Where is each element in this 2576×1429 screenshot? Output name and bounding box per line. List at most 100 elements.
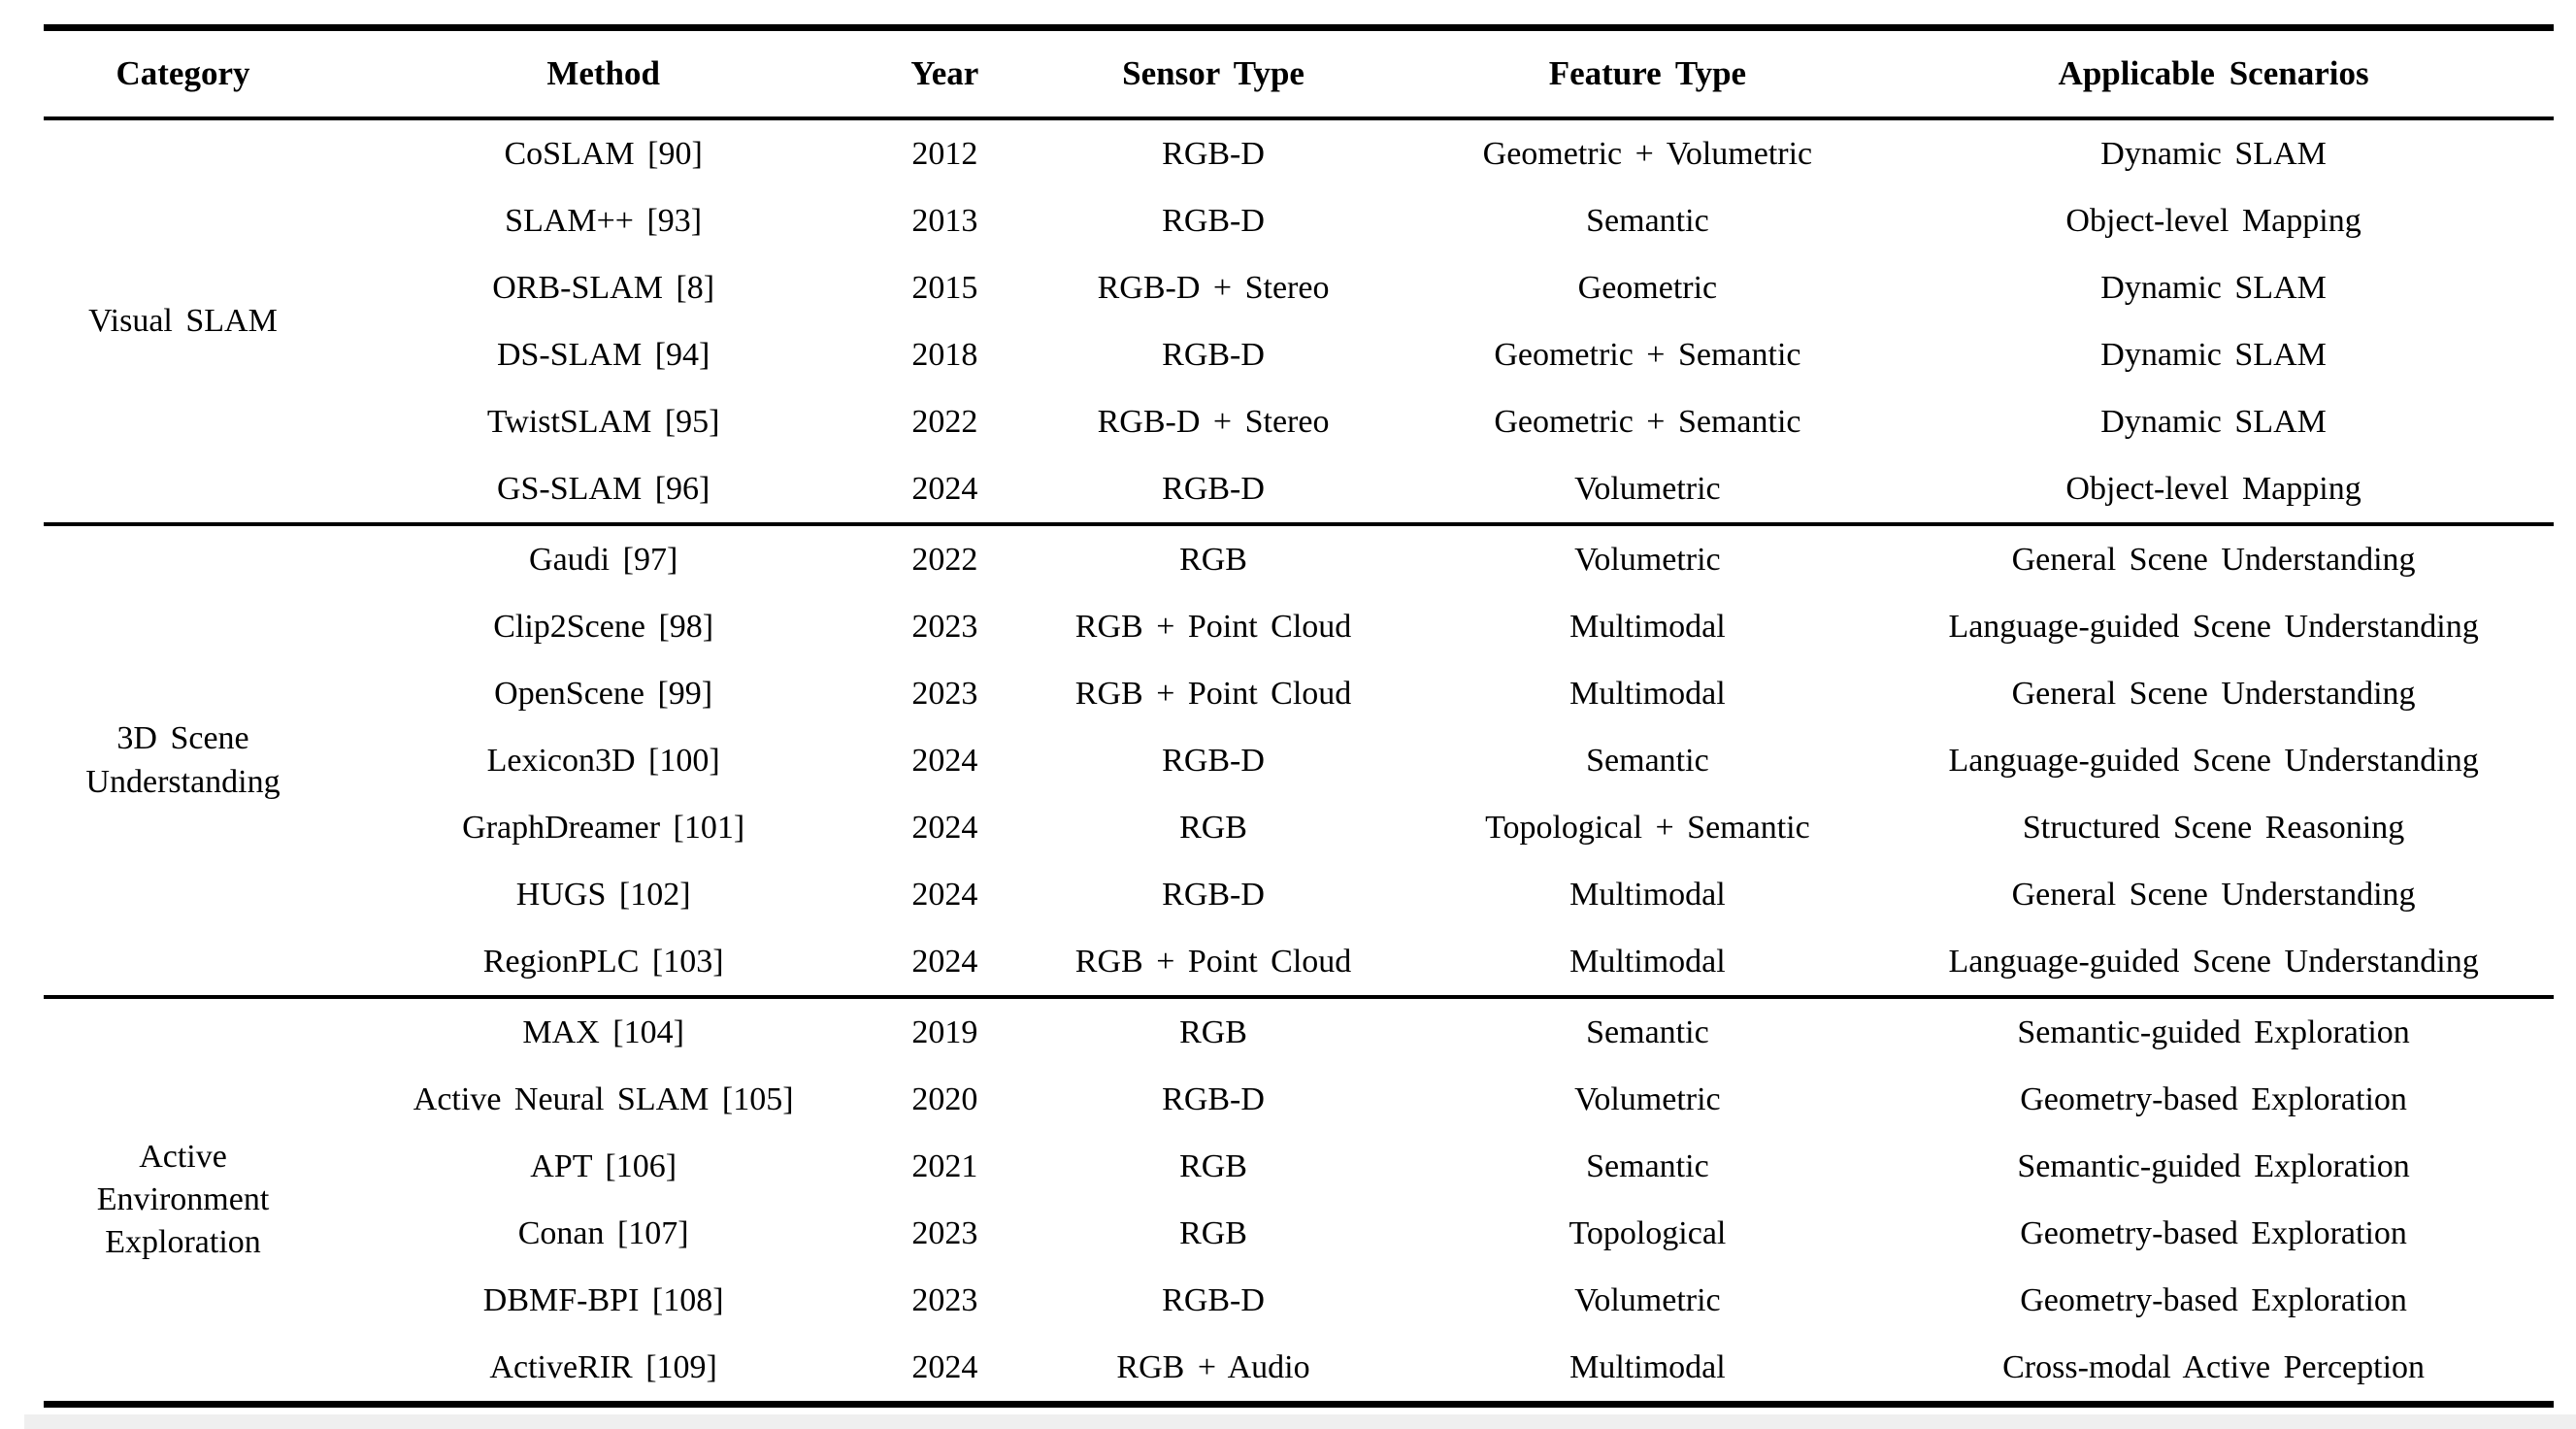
year-cell: 2023	[911, 608, 978, 645]
method-cell: RegionPLC [103]	[482, 943, 724, 980]
applicable-scenario-cell: Language-guided Scene Understanding	[1948, 742, 2479, 779]
table-section: 3D Scene Understanding Gaudi [97] 2022 RGB Vo…	[44, 524, 2554, 997]
sensor-type-cell: RGB-D	[1162, 135, 1265, 172]
feature-type-cell: Volumetric	[1574, 1080, 1721, 1117]
table-header-row: Category Method Year Sensor Type Feature…	[44, 27, 2554, 120]
method-cell: Lexicon3D [100]	[486, 742, 720, 779]
feature-type-cell: Geometric + Semantic	[1494, 336, 1801, 373]
table-row: Active Neural SLAM [105] 2020 RGB-D Volumet…	[44, 1066, 2554, 1133]
method-cell: OpenScene [99]	[494, 675, 713, 712]
feature-type-cell: Multimodal	[1569, 608, 1726, 645]
method-cell: Gaudi [97]	[529, 541, 678, 578]
category-cell: 3D Scene Understanding	[44, 524, 322, 997]
year-cell: 2024	[911, 943, 978, 980]
sensor-type-cell: RGB-D	[1162, 876, 1265, 913]
category-cell: Visual SLAM	[44, 118, 322, 524]
feature-type-cell: Topological + Semantic	[1485, 809, 1810, 846]
year-cell: 2022	[911, 403, 978, 440]
feature-type-cell: Geometric + Volumetric	[1482, 135, 1813, 172]
year-cell: 2024	[911, 742, 978, 779]
applicable-scenario-cell: Geometry-based Exploration	[2020, 1080, 2407, 1117]
year-cell: 2012	[911, 135, 978, 172]
applicable-scenario-cell: General Scene Understanding	[2011, 675, 2416, 712]
feature-type-cell: Semantic	[1586, 1147, 1709, 1184]
applicable-scenario-cell: Semantic-guided Exploration	[2017, 1147, 2410, 1184]
year-cell: 2024	[911, 1348, 978, 1385]
sensor-type-cell: RGB	[1179, 541, 1247, 578]
table-section: Visual SLAM CoSLAM [90] 2012 RGB-D Geometric…	[44, 118, 2554, 524]
year-cell: 2024	[911, 876, 978, 913]
category-line: Active	[139, 1138, 227, 1175]
method-cell: Clip2Scene [98]	[493, 608, 714, 645]
feature-type-cell: Geometric + Semantic	[1494, 403, 1801, 440]
table-row: ActiveRIR [109] 2024 RGB + Audio Multimodal…	[44, 1334, 2554, 1405]
table-row: Active Environment Exploration MAX [104] 201…	[44, 997, 2554, 1261]
applicable-scenario-cell: Dynamic SLAM	[2100, 135, 2327, 172]
method-cell: ORB-SLAM [8]	[492, 269, 715, 306]
table-row: HUGS [102] 2024 RGB-D Multimodal General Sce…	[44, 861, 2554, 928]
applicable-scenario-cell: General Scene Understanding	[2011, 541, 2416, 578]
year-cell: 2022	[911, 541, 978, 578]
method-cell: DS-SLAM [94]	[496, 336, 710, 373]
sensor-type-cell: RGB-D	[1162, 336, 1265, 373]
table-row: GraphDreamer [101] 2024 RGB Topological + S…	[44, 794, 2554, 861]
method-cell: ActiveRIR [109]	[489, 1348, 717, 1385]
applicable-scenario-cell: Dynamic SLAM	[2100, 403, 2327, 440]
col-header-year: Year	[884, 27, 1006, 120]
sensor-type-cell: RGB-D	[1162, 470, 1265, 507]
year-cell: 2021	[911, 1147, 978, 1184]
table-row: TwistSLAM [95] 2022 RGB-D + Stereo Geometri…	[44, 388, 2554, 455]
year-cell: 2023	[911, 1214, 978, 1251]
sensor-type-cell: RGB + Point Cloud	[1074, 608, 1352, 645]
sensor-type-cell: RGB + Audio	[1116, 1348, 1310, 1385]
method-cell: GS-SLAM [96]	[496, 470, 710, 507]
method-cell: Active Neural SLAM [105]	[413, 1080, 794, 1117]
feature-type-cell: Multimodal	[1569, 876, 1726, 913]
year-cell: 2020	[911, 1080, 978, 1117]
table-row: Conan [107] 2023 RGB Topological Geometry-ba…	[44, 1200, 2554, 1267]
category-line: Understanding	[85, 763, 281, 800]
applicable-scenario-cell: General Scene Understanding	[2011, 876, 2416, 913]
year-cell: 2024	[911, 470, 978, 507]
sensor-type-cell: RGB-D	[1162, 742, 1265, 779]
sensor-type-cell: RGB-D	[1162, 1281, 1265, 1318]
sensor-type-cell: RGB + Point Cloud	[1074, 943, 1352, 980]
category-line: Exploration	[105, 1224, 261, 1261]
year-cell: 2018	[911, 336, 978, 373]
sensor-type-cell: RGB	[1179, 1014, 1247, 1050]
table-row: APT [106] 2021 RGB Semantic Semantic-guided …	[44, 1133, 2554, 1200]
method-cell: TwistSLAM [95]	[486, 403, 720, 440]
feature-type-cell: Geometric	[1577, 269, 1718, 306]
applicable-scenario-cell: Semantic-guided Exploration	[2017, 1014, 2410, 1050]
feature-type-cell: Semantic	[1586, 1014, 1709, 1050]
method-cell: APT [106]	[530, 1147, 677, 1184]
sensor-type-cell: RGB-D	[1162, 202, 1265, 239]
method-cell: Conan [107]	[517, 1214, 689, 1251]
applicable-scenario-cell: Object-level Mapping	[2065, 470, 2361, 507]
method-cell: GraphDreamer [101]	[462, 809, 745, 846]
method-cell: MAX [104]	[522, 1014, 684, 1050]
feature-type-cell: Volumetric	[1574, 1281, 1721, 1318]
col-header-sensor-type: Sensor Type	[1005, 27, 1422, 120]
table-row: DBMF-BPI [108] 2023 RGB-D Volumetric Geometr…	[44, 1267, 2554, 1334]
feature-type-cell: Volumetric	[1574, 541, 1721, 578]
sensor-type-cell: RGB + Point Cloud	[1074, 675, 1352, 712]
sensor-type-cell: RGB	[1179, 1214, 1247, 1251]
sensor-type-cell: RGB-D + Stereo	[1097, 269, 1330, 306]
year-cell: 2015	[911, 269, 978, 306]
feature-type-cell: Volumetric	[1574, 470, 1721, 507]
applicable-scenario-cell: Geometry-based Exploration	[2020, 1281, 2407, 1318]
feature-type-cell: Multimodal	[1569, 943, 1726, 980]
year-cell: 2019	[911, 1014, 978, 1050]
table-row: ORB-SLAM [8] 2015 RGB-D + Stereo Geometric D…	[44, 254, 2554, 321]
table-row: 3D Scene Understanding Gaudi [97] 2022 RGB Vo…	[44, 524, 2554, 800]
sensor-type-cell: RGB-D	[1162, 1080, 1265, 1117]
feature-type-cell: Multimodal	[1569, 1348, 1726, 1385]
applicable-scenario-cell: Dynamic SLAM	[2100, 269, 2327, 306]
applicable-scenario-cell: Cross-modal Active Perception	[2002, 1348, 2426, 1385]
col-header-category: Category	[44, 27, 323, 120]
year-cell: 2013	[911, 202, 978, 239]
feature-type-cell: Topological	[1569, 1214, 1727, 1251]
year-cell: 2023	[911, 675, 978, 712]
feature-type-cell: Semantic	[1586, 202, 1709, 239]
